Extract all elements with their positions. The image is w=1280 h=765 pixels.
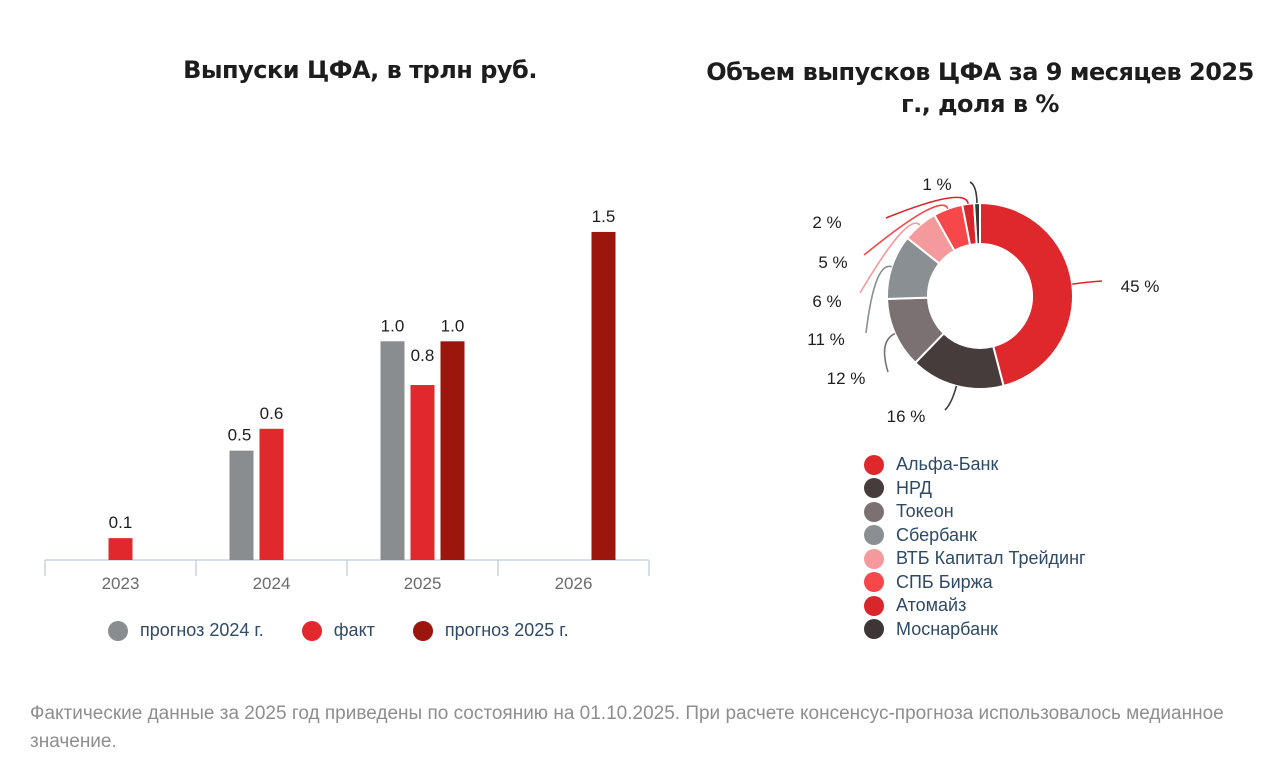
donut-percent-label: 11 % bbox=[807, 330, 845, 349]
legend-label: прогноз 2025 г. bbox=[444, 620, 569, 640]
legend-swatch bbox=[864, 525, 884, 546]
legend-item-atomyze: Атомайз bbox=[864, 594, 1086, 618]
bar bbox=[259, 428, 284, 560]
bar-value-label: 1.0 bbox=[441, 316, 465, 335]
x-tick-label: 2026 bbox=[555, 574, 593, 593]
bar-value-label: 0.5 bbox=[228, 426, 252, 445]
legend-swatch bbox=[864, 619, 884, 640]
legend-label: Атомайз bbox=[896, 595, 967, 616]
bar bbox=[108, 538, 133, 560]
legend-swatch bbox=[864, 572, 884, 593]
bar-value-label: 0.8 bbox=[411, 346, 435, 365]
donut-leader-line bbox=[863, 204, 949, 256]
x-tick-label: 2024 bbox=[253, 574, 291, 593]
legend-swatch bbox=[108, 620, 128, 641]
legend-item-mosnarbank: Моснарбанк bbox=[864, 618, 1086, 642]
legend-item-vtb-capital-trading: ВТБ Капитал Трейдинг bbox=[864, 547, 1086, 571]
donut-percent-label: 45 % bbox=[1121, 277, 1160, 296]
legend-swatch bbox=[864, 595, 884, 616]
bar bbox=[591, 231, 616, 560]
legend-swatch bbox=[412, 620, 433, 641]
legend-item-alfa-bank: Альфа-Банк bbox=[864, 453, 1086, 477]
legend-item-forecast-2024: прогноз 2024 г. bbox=[108, 620, 264, 641]
legend-item-fact: факт bbox=[301, 620, 375, 641]
legend-label: Токеон bbox=[896, 501, 954, 522]
donut-slice bbox=[972, 201, 981, 246]
legend-item-sberbank: Сбербанк bbox=[864, 524, 1086, 548]
donut-leader-line bbox=[865, 265, 892, 334]
bar-chart-title: Выпуски ЦФА, в трлн руб. bbox=[183, 56, 537, 84]
donut-leader-line bbox=[1072, 280, 1103, 285]
donut-chart-title: Объем выпусков ЦФА за 9 месяцев 2025 г.,… bbox=[706, 58, 1254, 118]
legend-swatch bbox=[301, 620, 322, 641]
donut-percent-label: 1 % bbox=[922, 175, 951, 194]
legend-label: Альфа-Банк bbox=[896, 454, 999, 475]
donut-chart-legend: Альфа-Банк НРД Токеон Сбербанк ВТБ Капит… bbox=[864, 453, 1086, 641]
legend-label: ВТБ Капитал Трейдинг bbox=[896, 548, 1086, 569]
donut-leader-line bbox=[969, 181, 978, 204]
donut-percent-label: 16 % bbox=[887, 407, 926, 426]
donut-leader-line bbox=[883, 332, 896, 373]
legend-label: прогноз 2024 г. bbox=[140, 620, 264, 640]
bar bbox=[410, 385, 435, 560]
legend-swatch bbox=[864, 548, 884, 569]
legend-item-spb-exchange: СПБ Биржа bbox=[864, 571, 1086, 595]
legend-label: факт bbox=[333, 620, 375, 640]
bar bbox=[229, 450, 254, 560]
legend-swatch bbox=[864, 478, 884, 499]
donut-leader-line bbox=[944, 385, 958, 411]
bar-value-label: 1.5 bbox=[592, 207, 616, 226]
donut-percent-label: 12 % bbox=[827, 369, 866, 388]
legend-swatch bbox=[864, 501, 884, 522]
donut-leader-line bbox=[885, 196, 969, 219]
legend-label: НРД bbox=[896, 477, 932, 498]
bar-value-label: 0.1 bbox=[109, 513, 133, 532]
donut-percent-label: 6 % bbox=[812, 292, 841, 311]
x-tick-label: 2025 bbox=[404, 574, 442, 593]
bar bbox=[380, 341, 405, 560]
legend-label: СПБ Биржа bbox=[896, 571, 993, 592]
bar-chart-legend: прогноз 2024 г. факт прогноз 2025 г. bbox=[108, 620, 607, 641]
legend-swatch bbox=[864, 454, 884, 475]
footnote: Фактические данные за 2025 год приведены… bbox=[30, 703, 1224, 752]
donut-slice bbox=[979, 201, 1074, 388]
x-tick-label: 2023 bbox=[102, 574, 140, 593]
donut-leader-line bbox=[859, 222, 921, 294]
legend-label: Сбербанк bbox=[896, 524, 977, 545]
donut-percent-label: 5 % bbox=[818, 253, 847, 272]
donut-percent-label: 2 % bbox=[812, 213, 841, 232]
legend-label: Моснарбанк bbox=[896, 618, 998, 639]
legend-item-forecast-2025: прогноз 2025 г. bbox=[412, 620, 569, 641]
bar-value-label: 1.0 bbox=[381, 316, 405, 335]
legend-item-nrd: НРД bbox=[864, 477, 1086, 501]
bar bbox=[440, 341, 465, 560]
legend-item-tokeon: Токеон bbox=[864, 500, 1086, 524]
bar-value-label: 0.6 bbox=[260, 404, 284, 423]
